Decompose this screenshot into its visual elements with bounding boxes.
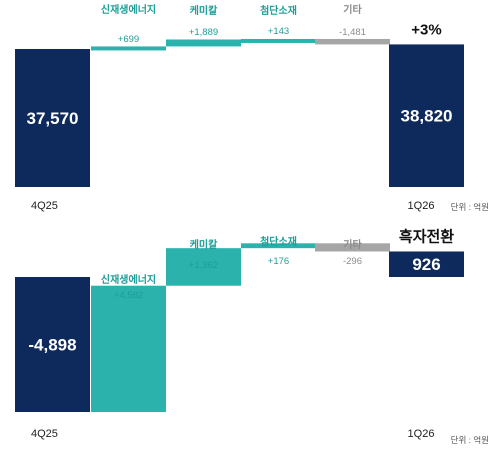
start-axis-label: 4Q25 [31,200,58,212]
step-bar [166,39,241,47]
end-value-label: 38,820 [401,107,453,126]
step-name-label: 신재생에너지 [101,273,156,286]
step-delta-label: +1,889 [189,27,218,38]
step-name-label: 신재생에너지 [101,3,156,16]
step-delta-label: -296 [343,256,362,267]
step-name-label: 첨단소재 [260,4,297,17]
step-bar [91,285,166,412]
step-name-label: 케미칼 [190,238,218,251]
step-delta-label: +1,362 [189,260,218,271]
start-bar [15,49,90,187]
step-name-label: 기타 [343,3,362,16]
step-delta-label: +699 [118,34,139,45]
step-bar [241,38,316,43]
end-bar [389,251,464,277]
step-bar [315,38,390,45]
headline-label: 흑자전환 [399,227,454,245]
step-delta-label: -1,481 [339,27,366,38]
step-name-label: 케미칼 [190,4,218,17]
step-name-label: 첨단소재 [260,235,297,248]
step-delta-label: +143 [268,26,289,37]
end-axis-label: 1Q26 [408,428,435,440]
start-bar [15,277,90,412]
unit-note: 단위 : 억원 [451,435,489,445]
start-value-label: 37,570 [27,109,79,128]
step-name-label: 기타 [343,238,362,251]
end-axis-label: 1Q26 [408,200,435,212]
start-value-label: -4,898 [28,336,76,355]
step-bar [315,243,390,252]
unit-note: 단위 : 억원 [451,202,489,212]
step-delta-label: +4,582 [114,290,143,301]
start-axis-label: 4Q25 [31,428,58,440]
end-value-label: 926 [412,255,440,274]
step-bar [91,46,166,51]
step-delta-label: +176 [268,256,289,267]
headline-label: +3% [411,21,441,38]
end-bar [389,44,464,187]
step-bar [166,248,241,286]
step-bar [241,243,316,249]
